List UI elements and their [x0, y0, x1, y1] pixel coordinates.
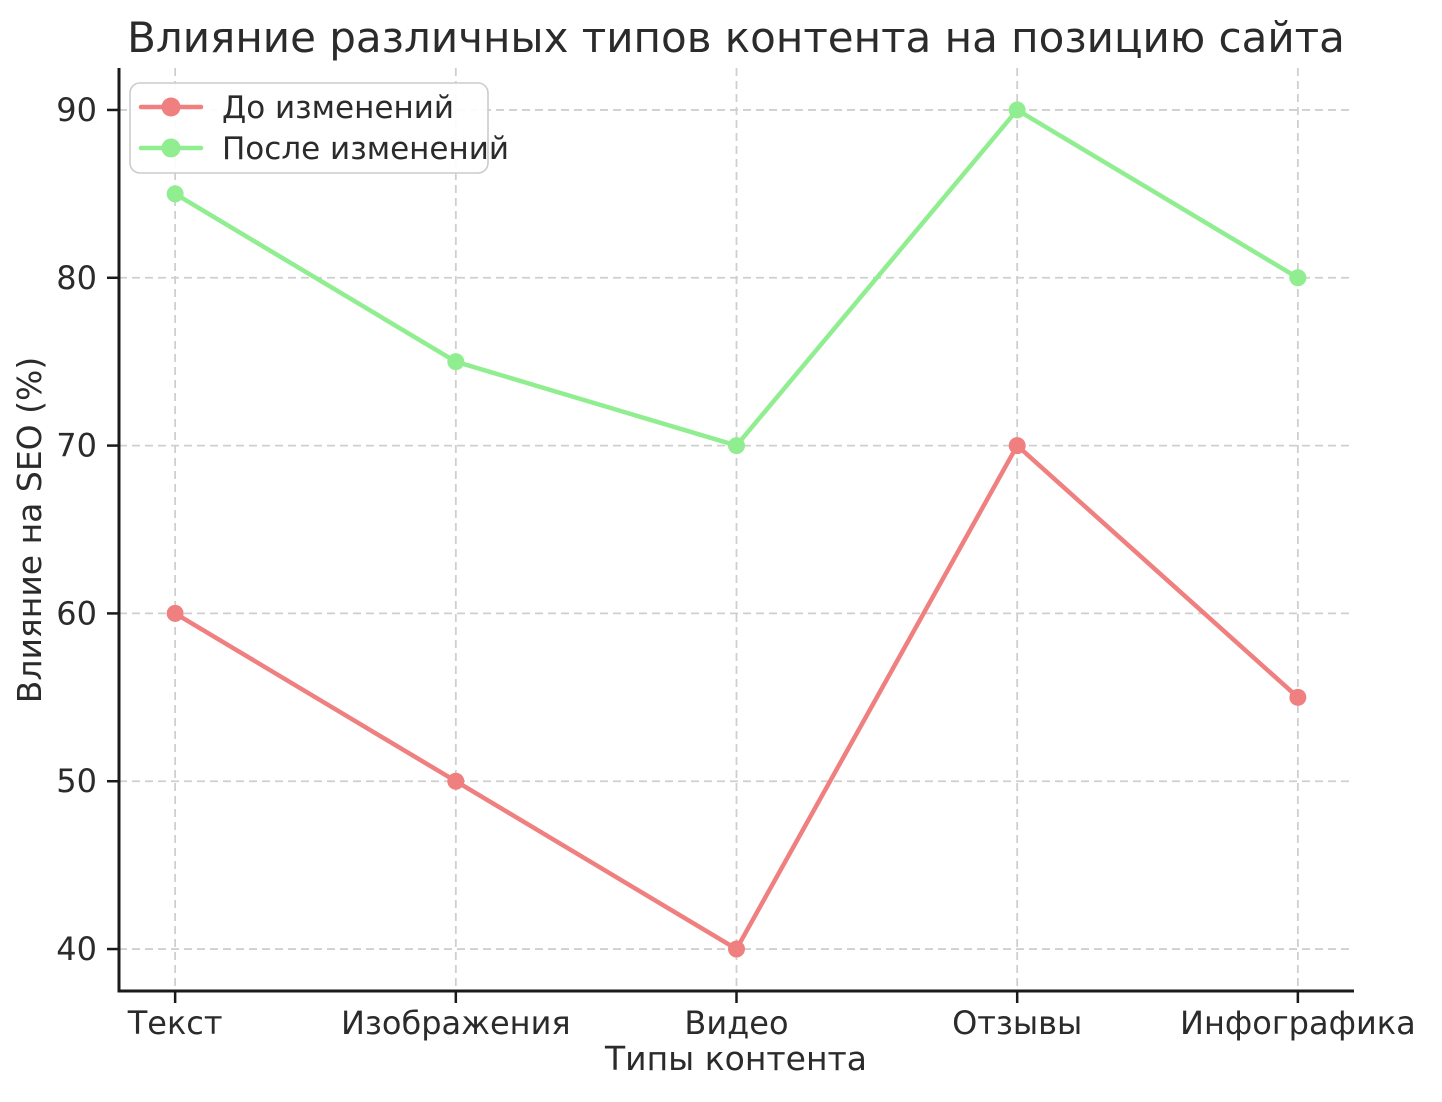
data-point-marker: [1008, 437, 1026, 455]
x-axis-label: Типы контента: [604, 1039, 867, 1078]
data-point-marker: [447, 772, 465, 790]
data-point-marker: [1008, 101, 1026, 119]
grid-layer: [119, 68, 1354, 991]
x-tick-label: Изображения: [341, 1004, 571, 1042]
y-tick-label: 50: [56, 762, 97, 800]
y-tick-label: 40: [56, 930, 97, 968]
data-point-marker: [728, 940, 745, 958]
legend-marker-dot: [161, 138, 181, 158]
data-point-marker: [447, 353, 465, 371]
data-point-marker: [1289, 269, 1307, 287]
legend: До изменений После изменений: [129, 82, 509, 174]
axis-layer: 40 50 60 70 80 90 Текст Изображения Видео Отзывы И…: [56, 68, 1416, 1042]
series-layer: [166, 101, 1307, 958]
legend-label: До изменений: [222, 90, 454, 126]
y-tick-label: 60: [56, 594, 97, 632]
legend-label: После изменений: [222, 131, 509, 167]
legend-marker-dot: [161, 97, 181, 117]
legend-box: [129, 82, 489, 174]
data-point-marker: [1289, 688, 1307, 706]
y-tick-label: 70: [56, 427, 97, 465]
x-tick-label: Видео: [684, 1004, 788, 1042]
data-point-marker: [728, 437, 745, 455]
x-tick-label: Текст: [127, 1004, 223, 1042]
y-axis-label: Влияние на SEO (%): [10, 357, 49, 704]
x-tick-label: Инфографика: [1180, 1004, 1416, 1042]
x-tick-label: Отзывы: [952, 1004, 1082, 1042]
y-tick-label: 80: [56, 259, 97, 297]
data-point-marker: [166, 604, 184, 622]
data-point-marker: [166, 185, 184, 203]
chart-title: Влияние различных типов контента на пози…: [127, 13, 1345, 62]
y-tick-label: 90: [56, 91, 97, 129]
